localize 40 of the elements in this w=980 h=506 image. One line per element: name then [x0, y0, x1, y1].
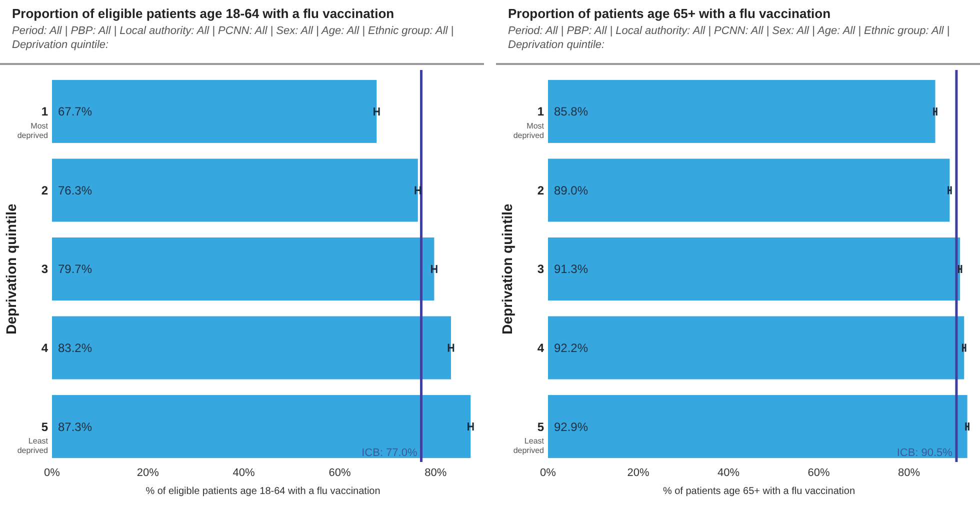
x-axis-title: % of patients age 65+ with a flu vaccination — [662, 486, 856, 497]
y-tick-label: 5 Least deprived — [513, 420, 545, 456]
data-label: 92.9% — [554, 420, 588, 434]
data-label: 91.3% — [554, 262, 588, 276]
x-tick-label: 40% — [232, 466, 256, 479]
y-tick-label: 1 Most deprived — [17, 104, 49, 140]
x-tick-label: 60% — [328, 466, 351, 479]
data-label: 89.0% — [554, 183, 588, 198]
y-axis-title: Deprivation quintile — [499, 203, 515, 334]
data-label: 67.7% — [58, 104, 92, 119]
chart-title: Proportion of patients age 65+ with a flu vaccination — [508, 6, 831, 21]
x-tick-label: 0% — [44, 466, 60, 479]
chart-subtitle: Period: All | PBP: All | Local authority: All | PCNN: All | Sex: All | Age: All | Ethnic group: All | Deprivation quintile: — [12, 24, 455, 52]
y-tick-label: 1 Most deprived — [513, 104, 545, 140]
chart-subtitle: Period: All | PBP: All | Local authority: All | PCNN: All | Sex: All | Age: All | Ethnic group: All | Deprivation quintile: — [508, 24, 951, 52]
y-tick-label: 2 — [41, 183, 48, 198]
y-tick-label: 4 — [537, 340, 544, 355]
ref-line-label: ICB: 90.5% — [896, 447, 953, 459]
data-label: 92.2% — [554, 340, 588, 355]
chart-title: Proportion of eligible patients age 18-64 with a flu vaccination — [12, 6, 394, 21]
x-tick-label: 20% — [627, 466, 650, 479]
x-tick-label: 40% — [718, 466, 740, 479]
ref-line-label: ICB: 77.0% — [362, 447, 418, 459]
y-tick-label: 5 Least deprived — [17, 420, 49, 456]
y-tick-label: 3 — [41, 262, 48, 276]
y-tick-label: 4 — [41, 340, 48, 355]
data-label: 83.2% — [58, 340, 92, 355]
data-label: 87.3% — [58, 420, 92, 434]
y-tick-label: 2 — [537, 183, 544, 198]
x-tick-label: 60% — [808, 466, 830, 479]
x-tick-label: 80% — [424, 466, 447, 479]
x-tick-label: 0% — [540, 466, 556, 479]
y-tick-label: 3 — [537, 262, 544, 276]
data-label: 79.7% — [58, 262, 92, 276]
x-tick-label: 20% — [136, 466, 160, 479]
y-axis-title: Deprivation quintile — [3, 203, 19, 334]
data-label: 85.8% — [554, 104, 588, 119]
x-axis-title: % of eligible patients age 18-64 with a flu vaccination — [146, 486, 380, 497]
x-tick-label: 80% — [898, 466, 920, 479]
data-label: 76.3% — [58, 183, 92, 198]
